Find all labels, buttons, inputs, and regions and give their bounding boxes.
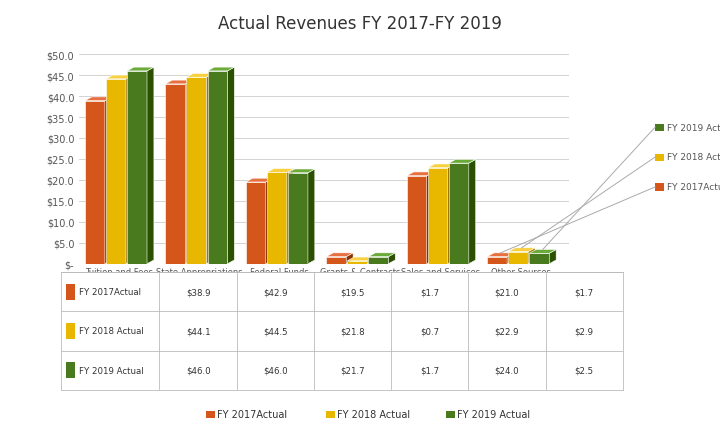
Bar bbox=[166, 85, 185, 264]
Text: $21.7: $21.7 bbox=[341, 366, 365, 375]
Bar bbox=[428, 168, 448, 264]
Bar bbox=[66, 323, 75, 340]
Polygon shape bbox=[267, 169, 294, 173]
Text: FY 2017Actual: FY 2017Actual bbox=[79, 288, 141, 296]
Text: $46.0: $46.0 bbox=[186, 366, 210, 375]
Polygon shape bbox=[288, 170, 315, 173]
Text: $46.0: $46.0 bbox=[263, 366, 287, 375]
Polygon shape bbox=[369, 253, 395, 257]
Text: FY 2019 Actual: FY 2019 Actual bbox=[79, 366, 144, 375]
Polygon shape bbox=[388, 253, 395, 264]
Polygon shape bbox=[507, 253, 514, 264]
Text: $2.9: $2.9 bbox=[575, 327, 594, 336]
Polygon shape bbox=[106, 76, 132, 80]
Text: $1.7: $1.7 bbox=[420, 288, 439, 296]
Text: $1.7: $1.7 bbox=[575, 288, 594, 296]
Bar bbox=[66, 284, 75, 300]
Bar bbox=[449, 164, 469, 264]
Polygon shape bbox=[448, 164, 454, 264]
Text: $22.9: $22.9 bbox=[495, 327, 519, 336]
Polygon shape bbox=[549, 250, 556, 264]
Polygon shape bbox=[228, 68, 234, 264]
Polygon shape bbox=[346, 253, 353, 264]
Bar bbox=[85, 101, 105, 264]
Bar bbox=[407, 176, 427, 264]
Polygon shape bbox=[529, 250, 556, 253]
Polygon shape bbox=[266, 179, 273, 264]
Text: $24.0: $24.0 bbox=[495, 366, 519, 375]
Text: $21.8: $21.8 bbox=[341, 327, 365, 336]
Text: $19.5: $19.5 bbox=[341, 288, 365, 296]
Polygon shape bbox=[427, 173, 433, 264]
Polygon shape bbox=[287, 169, 294, 264]
Polygon shape bbox=[487, 253, 514, 257]
Text: FY 2017Actual: FY 2017Actual bbox=[667, 183, 720, 192]
Text: FY 2018 Actual: FY 2018 Actual bbox=[337, 409, 410, 420]
Polygon shape bbox=[127, 68, 154, 72]
Bar bbox=[369, 257, 388, 264]
Text: FY 2019 Actual: FY 2019 Actual bbox=[457, 409, 531, 420]
Text: $2.5: $2.5 bbox=[575, 366, 594, 375]
Text: $38.9: $38.9 bbox=[186, 288, 210, 296]
Polygon shape bbox=[186, 74, 213, 78]
Text: $1.7: $1.7 bbox=[420, 366, 439, 375]
Bar bbox=[487, 257, 507, 264]
Bar bbox=[246, 183, 266, 264]
Polygon shape bbox=[166, 81, 192, 85]
Polygon shape bbox=[367, 257, 374, 264]
Polygon shape bbox=[347, 257, 374, 261]
Polygon shape bbox=[246, 179, 273, 183]
Polygon shape bbox=[126, 76, 132, 264]
Polygon shape bbox=[105, 98, 112, 264]
Polygon shape bbox=[449, 160, 476, 164]
Text: FY 2019 Actual: FY 2019 Actual bbox=[667, 123, 720, 132]
Text: FY 2017Actual: FY 2017Actual bbox=[217, 409, 287, 420]
Bar bbox=[186, 78, 207, 264]
Bar bbox=[326, 257, 346, 264]
Polygon shape bbox=[147, 68, 154, 264]
Polygon shape bbox=[326, 253, 353, 257]
Polygon shape bbox=[207, 74, 213, 264]
Polygon shape bbox=[85, 98, 112, 101]
Bar bbox=[288, 173, 308, 264]
Bar bbox=[106, 80, 126, 264]
Text: $44.1: $44.1 bbox=[186, 327, 210, 336]
Bar bbox=[508, 252, 528, 264]
Bar bbox=[347, 261, 367, 264]
Bar bbox=[529, 253, 549, 264]
Text: $42.9: $42.9 bbox=[263, 288, 287, 296]
Polygon shape bbox=[308, 170, 315, 264]
Polygon shape bbox=[528, 248, 535, 264]
Text: FY 2018 Actual: FY 2018 Actual bbox=[79, 327, 144, 336]
Bar bbox=[66, 362, 75, 378]
Text: Actual Revenues FY 2017-FY 2019: Actual Revenues FY 2017-FY 2019 bbox=[218, 15, 502, 33]
Bar bbox=[267, 173, 287, 264]
Polygon shape bbox=[469, 160, 476, 264]
Text: $0.7: $0.7 bbox=[420, 327, 439, 336]
Text: $21.0: $21.0 bbox=[495, 288, 519, 296]
Bar bbox=[127, 72, 147, 264]
Polygon shape bbox=[508, 248, 535, 252]
Polygon shape bbox=[407, 173, 433, 176]
Text: FY 2018 Actual: FY 2018 Actual bbox=[667, 153, 720, 162]
Polygon shape bbox=[428, 164, 454, 168]
Text: $44.5: $44.5 bbox=[263, 327, 287, 336]
Polygon shape bbox=[207, 68, 234, 72]
Polygon shape bbox=[185, 81, 192, 264]
Bar bbox=[207, 72, 228, 264]
